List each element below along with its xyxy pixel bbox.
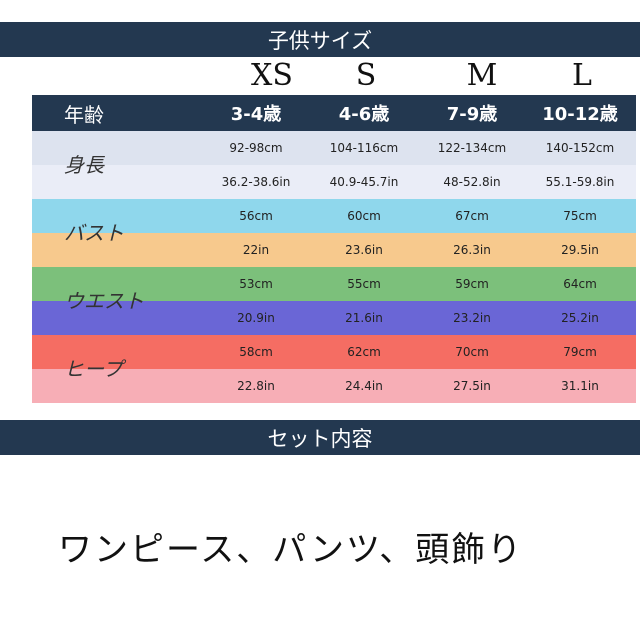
measurement-cell: 23.6in [345, 243, 383, 257]
measurement-cell: 36.2-38.6in [221, 175, 291, 189]
measurement-row: 22in 23.6in 26.3in 29.5in [32, 233, 636, 267]
measurement-group-label: 身長 [64, 153, 104, 177]
size-letter-l: L [572, 58, 592, 93]
measurement-cell: 31.1in [561, 379, 599, 393]
measurement-cell: 25.2in [561, 311, 599, 325]
age-column-header: 10-12歳 [542, 104, 618, 125]
measurement-cell: 53cm [239, 277, 273, 291]
measurement-cell: 62cm [347, 345, 381, 359]
measurement-cell: 20.9in [237, 311, 275, 325]
size-chart-title: 子供サイズ [267, 28, 373, 53]
measurement-row: 58cm 62cm 70cm 79cm [32, 335, 636, 369]
measurement-cell: 22in [242, 243, 270, 257]
measurement-row: 22.8in 24.4in 27.5in 31.1in [32, 369, 636, 403]
measurement-cell: 67cm [455, 209, 489, 223]
measurement-cell: 29.5in [561, 243, 599, 257]
size-letter-m: M [466, 58, 498, 93]
measurement-cell: 40.9-45.7in [329, 175, 399, 189]
set-contents-text: ワンピース、パンツ、頭飾り [58, 530, 524, 570]
measurement-group: 53cm 55cm 59cm 64cm 20.9in 21.6in 23.2in 25.2in… [32, 267, 636, 335]
size-letter-s: S [355, 58, 377, 93]
size-letter-row: XS S M L [0, 58, 640, 96]
measurement-cell: 56cm [239, 209, 273, 223]
measurement-cell: 104-116cm [329, 141, 399, 155]
measurement-group: 92-98cm 104-116cm 122-134cm 140-152cm 36.2-3… [32, 131, 636, 199]
measurement-cell: 64cm [563, 277, 597, 291]
measurement-cell: 21.6in [345, 311, 383, 325]
measurement-cell: 48-52.8in [443, 175, 501, 189]
measurement-row: 56cm 60cm 67cm 75cm [32, 199, 636, 233]
measurement-cell: 140-152cm [545, 141, 615, 155]
measurement-cell: 79cm [563, 345, 597, 359]
measurement-cell: 55.1-59.8in [545, 175, 615, 189]
measurement-group: 58cm 62cm 70cm 79cm 22.8in 24.4in 27.5in 31.1in… [32, 335, 636, 403]
measurement-group-label: ウエスト [64, 289, 144, 313]
measurement-cell: 27.5in [453, 379, 491, 393]
measurement-cell: 22.8in [237, 379, 275, 393]
measurement-cell: 92-98cm [229, 141, 283, 155]
measurement-cell: 59cm [455, 277, 489, 291]
size-table: 年齢 3-4歳 4-6歳 7-9歳 10-12歳 92-98cm 104-116c… [32, 95, 636, 403]
size-table-body: 92-98cm 104-116cm 122-134cm 140-152cm 36.2-3… [32, 131, 636, 403]
size-letter-xs: XS [251, 58, 293, 93]
measurement-row: 53cm 55cm 59cm 64cm [32, 267, 636, 301]
age-column-header: 7-9歳 [446, 104, 498, 125]
measurement-row: 36.2-38.6in 40.9-45.7in 48-52.8in 55.1-59.8… [32, 165, 636, 199]
measurement-row: 20.9in 21.6in 23.2in 25.2in [32, 301, 636, 335]
size-table-header: 年齢 3-4歳 4-6歳 7-9歳 10-12歳 [32, 95, 636, 131]
measurement-cell: 26.3in [453, 243, 491, 257]
measurement-cell: 122-134cm [437, 141, 507, 155]
measurement-cell: 58cm [239, 345, 273, 359]
age-column-header: 4-6歳 [338, 104, 390, 125]
measurement-group: 56cm 60cm 67cm 75cm 22in 23.6in 26.3in 29.5in バス… [32, 199, 636, 267]
set-contents-title: セット内容 [267, 426, 373, 451]
measurement-group-label: ヒープ [64, 357, 123, 381]
measurement-cell: 23.2in [453, 311, 491, 325]
measurement-row: 92-98cm 104-116cm 122-134cm 140-152cm [32, 131, 636, 165]
measurement-cell: 75cm [563, 209, 597, 223]
measurement-group-label: バスト [64, 221, 124, 245]
age-header-label: 年齢 [64, 102, 104, 127]
measurement-cell: 70cm [455, 345, 489, 359]
set-contents-title-bar: セット内容 [0, 420, 640, 455]
measurement-cell: 24.4in [345, 379, 383, 393]
size-chart-title-bar: 子供サイズ [0, 22, 640, 57]
measurement-cell: 60cm [347, 209, 381, 223]
age-column-header: 3-4歳 [230, 104, 282, 125]
measurement-cell: 55cm [347, 277, 381, 291]
